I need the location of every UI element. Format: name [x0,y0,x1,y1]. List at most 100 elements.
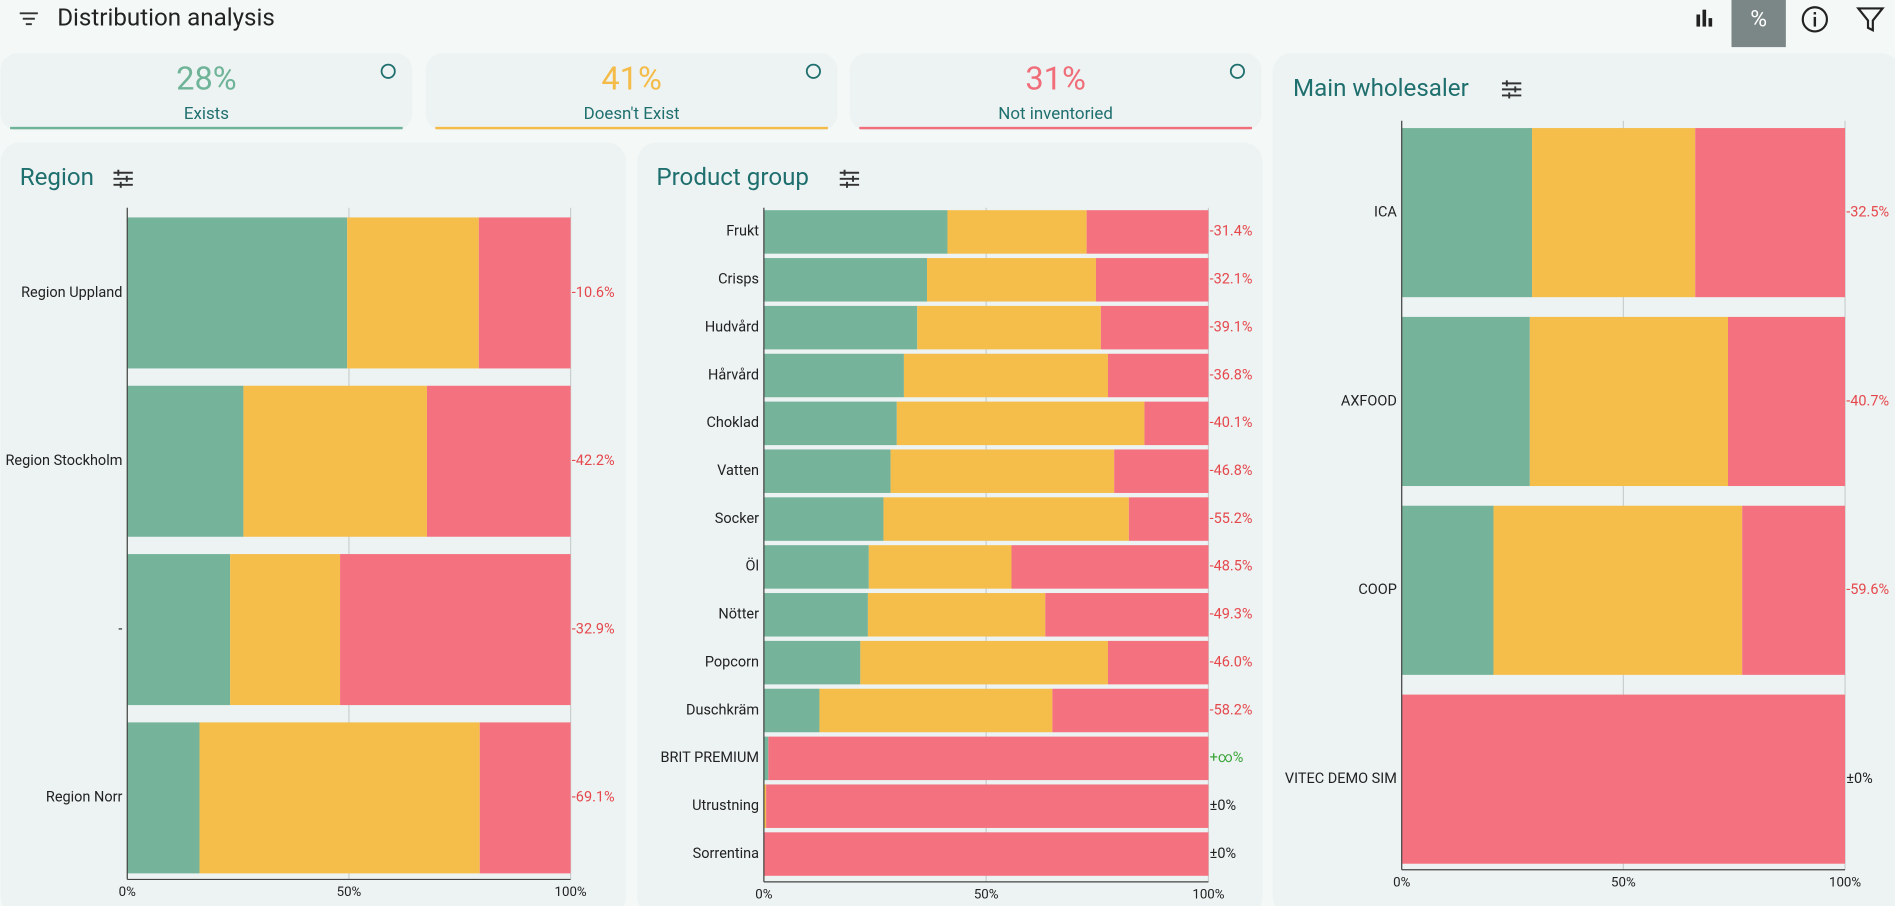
bar-segment [819,688,1053,733]
change-label: -32.5% [1846,203,1889,220]
svg-text:%: % [1750,6,1767,33]
bar-segment [127,554,231,706]
bar-segment [868,545,1012,589]
kpi-label: Exists [184,104,229,124]
category-label: Utrustning [692,797,759,814]
bar-segment [1045,593,1209,637]
bar-segment [763,736,769,781]
bar-segment [1401,505,1494,675]
bar-segment [1144,401,1209,446]
category-label: Popcorn [705,653,759,670]
category-label: Frukt [726,223,759,240]
category-label: COOP [1358,581,1397,598]
bar-segment [127,217,348,369]
kpi-toggle[interactable] [805,63,821,79]
kpi-card [425,53,838,131]
x-tick-label: 0% [755,888,772,903]
change-label: -40.7% [1846,392,1889,409]
change-label: -49.3% [1210,606,1253,623]
bar-segment [199,722,480,874]
kpi-value: 41% [601,60,662,98]
category-label: ICA [1374,203,1397,220]
bar-segment [763,688,820,733]
chart-title: Product group [656,163,809,191]
bar-segment [1107,353,1209,398]
change-label: -69.1% [572,789,615,806]
settings-icon[interactable] [1501,80,1522,99]
bar-segment [340,554,571,706]
x-tick-label: 100% [1192,888,1224,903]
change-label: -10.6% [572,284,615,301]
x-tick-label: 100% [555,885,587,900]
info-button[interactable] [1801,6,1829,33]
change-label: -58.2% [1210,701,1253,718]
percent-button[interactable]: % [1731,0,1786,48]
bar-segment [1401,128,1533,298]
menu-icon[interactable] [19,12,38,26]
bar-segment [763,497,884,541]
change-label: ±0% [1846,770,1873,787]
bar-segment [479,722,571,874]
bar-segment [1532,128,1696,298]
bar-segment [1114,449,1209,493]
change-label: -39.1% [1210,318,1253,335]
category-label: AXFOOD [1341,392,1397,409]
kpi-toggle[interactable] [380,63,396,79]
change-label: +∞% [1210,749,1244,766]
bar-segment [917,305,1101,350]
bar-segment [478,217,571,369]
change-label: -32.1% [1210,271,1253,288]
bar-segment [947,210,1087,254]
bar-segment [860,640,1108,685]
category-label: Crisps [718,271,759,288]
bar-segment [1100,305,1209,350]
category-label: Socker [715,510,759,527]
kpi-underline [435,126,828,130]
bar-segment [763,258,928,302]
x-tick-label: 50% [337,885,362,900]
kpi-underline [859,126,1252,130]
kpi-underline [10,126,403,130]
bar-segment [1742,505,1846,675]
bar-segment [1128,497,1209,541]
bar-segment [243,385,427,537]
category-label: Öl [746,558,760,575]
bar-segment [890,449,1115,493]
category-label: Choklad [706,414,759,431]
settings-icon[interactable] [113,169,133,188]
x-tick-label: 0% [1393,876,1410,891]
settings-icon[interactable] [839,169,860,188]
bar-segment [127,722,200,874]
bar-segment [768,736,1209,781]
change-label: -48.5% [1210,558,1253,575]
bar-segment [927,258,1096,302]
kpi-value: 28% [176,60,237,98]
x-tick-label: 0% [119,885,136,900]
x-tick-label: 50% [974,888,999,903]
category-label: - [118,620,122,637]
kpi-label: Not inventoried [998,104,1113,124]
bar-chart-button[interactable] [1696,9,1713,27]
kpi-toggle[interactable] [1229,63,1245,79]
kpi-card [849,53,1262,131]
bar-segment [1011,545,1209,589]
change-label: ±0% [1210,845,1236,862]
bar-segment [763,305,918,350]
bar-segment [1052,688,1209,733]
bar-segment [896,401,1145,446]
change-label: -59.6% [1846,581,1889,598]
bar-segment [426,385,571,537]
category-label: VITEC DEMO SIM [1285,770,1397,787]
bar-segment [763,593,868,637]
filter-button[interactable] [1856,7,1885,32]
change-label: -32.9% [572,620,615,637]
category-label: Region Norr [46,789,123,806]
bar-segment [883,497,1129,541]
change-label: -46.0% [1210,653,1253,670]
kpi-card [0,53,413,131]
change-label: -31.4% [1210,223,1253,240]
category-label: Region Uppland [21,284,122,301]
change-label: -40.1% [1210,414,1253,431]
bar-segment [1529,316,1729,487]
